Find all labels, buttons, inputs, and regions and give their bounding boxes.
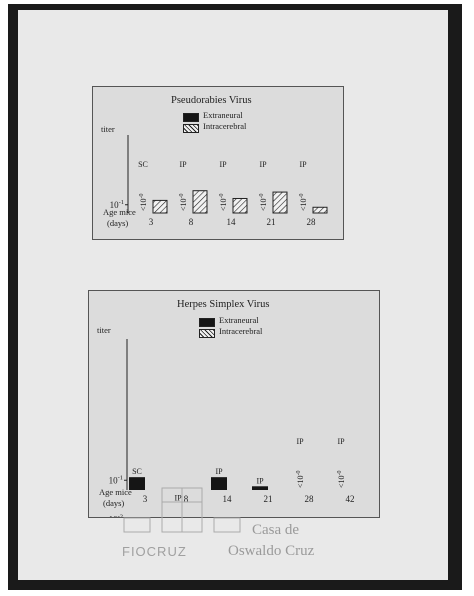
x-axis-label-units: (days) — [107, 218, 129, 228]
legend-swatch-intracerebral — [183, 124, 199, 133]
bar-extraneural-below-detection: <10-0 — [179, 193, 188, 211]
watermark-org: FIOCRUZ — [122, 544, 187, 559]
y-axis-title: titer — [101, 124, 115, 134]
bar-intracerebral — [312, 206, 328, 214]
chart-plot-herpes-simplex: titer10-410-310-210-1SC3IP8IP14IP21<10-0… — [97, 325, 355, 517]
route-label: IP — [256, 476, 264, 485]
x-tick-label: 8 — [189, 217, 194, 227]
chart-title: Herpes Simplex Virus — [177, 299, 270, 310]
bar-extraneural-below-detection: <10-0 — [337, 470, 346, 488]
legend-label-extraneural: Extraneural — [203, 110, 243, 120]
bar-intracerebral — [192, 190, 208, 214]
chart-plot-pseudorabies: titer10-210-1<10-0SC3<10-0IP8<10-0IP14<1… — [101, 124, 328, 227]
route-label: IP — [259, 160, 267, 169]
x-tick-label: 3 — [143, 494, 148, 504]
legend-swatch-extraneural — [199, 318, 215, 327]
route-label: IP — [299, 160, 307, 169]
x-tick-label: 14 — [227, 217, 237, 227]
legend-swatch-intracerebral — [199, 329, 215, 338]
legend-label-intracerebral: Intracerebral — [219, 326, 263, 336]
bar-extraneural-below-detection: <10-0 — [139, 193, 148, 211]
fiocruz-logo-watermark — [123, 487, 241, 533]
route-label: SC — [132, 467, 142, 476]
x-tick-label: 42 — [346, 494, 355, 504]
x-tick-label: 8 — [184, 494, 189, 504]
route-label: IP — [296, 437, 304, 446]
bar-intracerebral — [152, 199, 168, 214]
x-tick-label: 28 — [307, 217, 317, 227]
watermark-text-line2: Oswaldo Cruz — [228, 543, 315, 559]
route-label: IP — [179, 160, 187, 169]
y-tick-label: 10-2 — [109, 513, 123, 517]
x-axis-label: Age mice — [99, 487, 132, 497]
route-label: IP — [215, 467, 223, 476]
bar-extraneural — [211, 477, 227, 490]
bar-extraneural-below-detection: <10-0 — [299, 193, 308, 211]
route-label: IP — [337, 437, 345, 446]
legend-label-intracerebral: Intracerebral — [203, 121, 247, 131]
chart-title: Pseudorabies Virus — [171, 95, 252, 106]
x-tick-label: 21 — [264, 494, 273, 504]
y-tick-label: 10-1 — [109, 474, 123, 485]
bar-intracerebral — [232, 197, 248, 214]
legend-label-extraneural: Extraneural — [219, 315, 259, 325]
y-tick-label: 10-1 — [110, 199, 124, 210]
route-label: IP — [219, 160, 227, 169]
x-axis-label-units: (days) — [103, 498, 125, 508]
bar-extraneural-below-detection: <10-0 — [296, 470, 305, 488]
x-axis-label: Age mice — [103, 207, 136, 217]
watermark-text-line1: Casa de — [252, 522, 300, 538]
bar-extraneural-below-detection: <10-0 — [219, 193, 228, 211]
x-tick-label: 14 — [223, 494, 233, 504]
bar-extraneural — [129, 477, 145, 490]
bar-extraneural-below-detection: <10-0 — [259, 193, 268, 211]
y-axis-title: titer — [97, 325, 111, 335]
chart-panel-herpes-simplex: Herpes Simplex Virus Extraneural Intrace… — [88, 290, 380, 518]
x-tick-label: 21 — [267, 217, 276, 227]
route-label: IP — [174, 494, 182, 503]
legend-swatch-extraneural — [183, 113, 199, 122]
route-label: SC — [138, 160, 148, 169]
x-tick-label: 3 — [149, 217, 154, 227]
x-tick-label: 28 — [305, 494, 315, 504]
bar-extraneural — [252, 486, 268, 490]
bar-intracerebral — [272, 191, 288, 214]
chart-panel-pseudorabies: Pseudorabies Virus Extraneural Intracere… — [92, 86, 344, 240]
